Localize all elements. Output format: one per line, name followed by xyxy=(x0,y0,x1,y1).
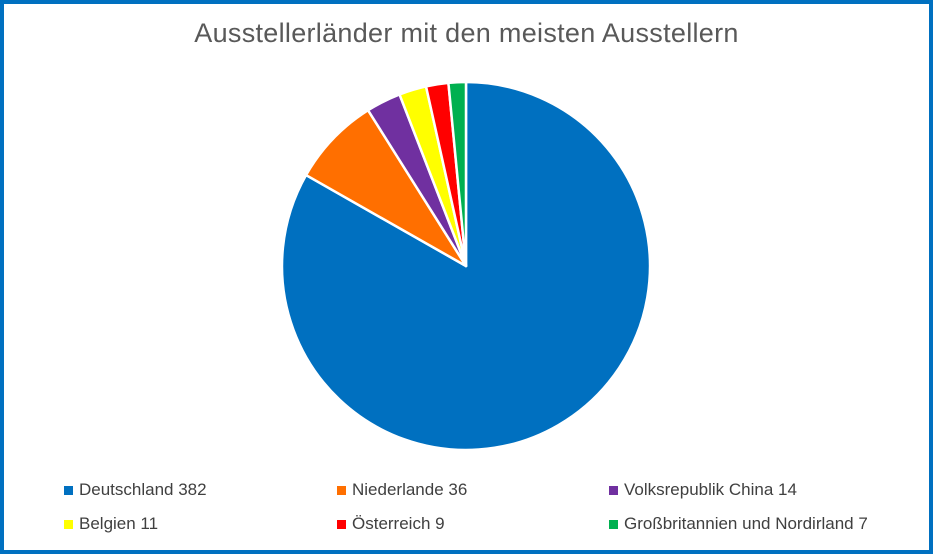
chart-title: Ausstellerländer mit den meisten Ausstel… xyxy=(194,18,739,48)
pie-slices xyxy=(280,80,652,452)
pie-slice-6 xyxy=(447,80,468,268)
pie-slice-2 xyxy=(304,108,468,268)
